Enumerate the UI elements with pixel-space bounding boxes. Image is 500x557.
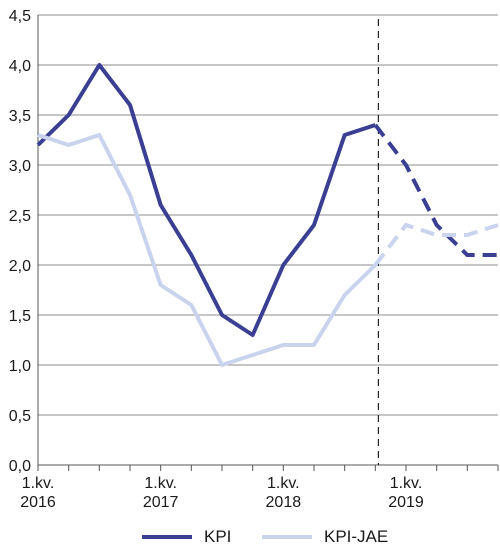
x-tick-label-line1: 1.kv. (267, 475, 300, 492)
series-forecast-kpi (373, 123, 498, 257)
y-tick-label: 2,5 (9, 208, 31, 225)
legend-label-kpi: KPI (204, 527, 232, 546)
axes (37, 15, 499, 471)
series-line-kpi-jae (37, 133, 377, 367)
x-tick-label-line1: 1.kv. (144, 475, 177, 492)
x-tick-label-line1: 1.kv. (390, 475, 423, 492)
legend-item-kpi: KPI (142, 522, 231, 552)
x-tick-label-line1: 1.kv. (22, 475, 55, 492)
y-tick-label: 4,0 (9, 58, 31, 75)
series-lines (36, 63, 499, 367)
y-tick-label: 4,5 (9, 8, 31, 25)
series-forecast-kpi-jae (373, 222, 499, 267)
y-tick-label: 1,5 (9, 308, 31, 325)
x-tick-labels: 1.kv. 2016 1.kv. 2017 1.kv. 2018 1.kv. 2019 (20, 475, 424, 511)
x-tick-label-year: 2018 (266, 494, 302, 511)
legend-label-kpi-jae: KPI-JAE (324, 527, 389, 546)
y-tick-label: 3,5 (9, 108, 31, 125)
legend-swatch-kpi (142, 535, 192, 539)
y-tick-label: 1,0 (9, 358, 31, 375)
series-line-kpi (36, 63, 376, 337)
legend-swatch-kpi-jae (262, 535, 312, 539)
y-tick-label: 3,0 (9, 158, 31, 175)
line-chart: 0,0 0,5 1,0 1,5 2,0 2,5 3,0 3,5 4,0 4,5 1.kv. 2016… (9, 8, 499, 511)
legend: KPI KPI-JAE (0, 522, 500, 552)
y-tick-labels: 0,0 0,5 1,0 1,5 2,0 2,5 3,0 3,5 4,0 4,5 (9, 8, 31, 475)
y-tick-label: 2,0 (9, 258, 31, 275)
x-tick-label-year: 2017 (143, 494, 179, 511)
y-tick-label: 0,5 (9, 408, 31, 425)
x-tick-label-year: 2016 (20, 494, 56, 511)
y-tick-label: 0,0 (9, 458, 31, 475)
x-tick-label-year: 2019 (388, 494, 424, 511)
legend-item-kpi-jae: KPI-JAE (262, 522, 388, 552)
